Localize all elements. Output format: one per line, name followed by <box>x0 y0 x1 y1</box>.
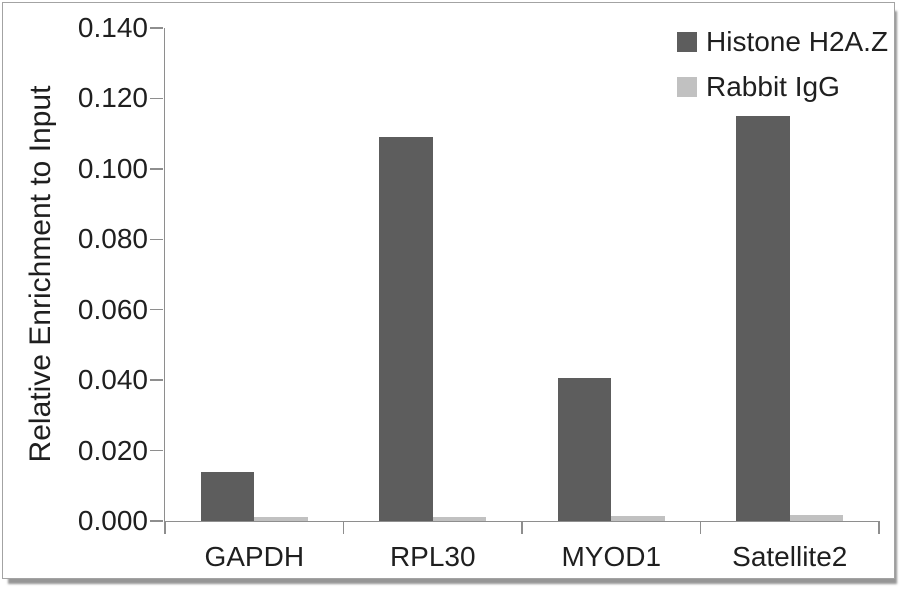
x-axis-label-gapdh: GAPDH <box>204 541 305 572</box>
legend-swatch-histone-h2a-z <box>677 32 697 52</box>
y-tick-mark <box>150 97 163 100</box>
y-tick-label: 0.120 <box>77 82 148 114</box>
y-tick-label: 0.140 <box>77 12 148 43</box>
x-axis-label-satellite2: Satellite2 <box>732 541 848 572</box>
chart-frame: Relative Enrichment to Input 0.000 0.020 0… <box>2 2 895 579</box>
y-tick-mark <box>150 379 163 381</box>
legend-item-histone-h2a-z: Histone H2A.Z <box>677 26 888 58</box>
x-tick-mark <box>699 521 702 534</box>
y-tick-mark <box>150 520 163 522</box>
bar-group-myod1 <box>522 28 701 521</box>
x-axis-label-rpl30: RPL30 <box>389 541 476 572</box>
legend-label-histone-h2a-z: Histone H2A.Z <box>706 26 889 57</box>
y-tick-mark <box>150 168 163 170</box>
x-tick-mark <box>878 521 880 534</box>
bar-rabbit-igg-satellite2 <box>789 515 844 521</box>
legend: Histone H2A.Z Rabbit IgG <box>677 26 888 116</box>
y-axis-title: Relative Enrichment to Input <box>24 85 57 463</box>
legend-label-rabbit-igg: Rabbit IgG <box>706 71 840 102</box>
y-tick-label: 0.040 <box>77 364 148 396</box>
y-tick-label: 0.060 <box>77 293 148 325</box>
x-tick-mark <box>521 521 523 534</box>
bar-group-gapdh <box>165 28 344 521</box>
bar-histone-h2a-z-rpl30 <box>379 137 433 521</box>
legend-item-rabbit-igg: Rabbit IgG <box>677 71 888 103</box>
y-tick-mark <box>150 308 163 311</box>
bar-group-rpl30 <box>344 28 523 521</box>
bar-histone-h2a-z-gapdh <box>200 471 255 521</box>
x-tick-mark <box>164 521 166 534</box>
y-tick-label: 0.000 <box>77 505 148 536</box>
bar-rabbit-igg-rpl30 <box>432 517 487 521</box>
x-axis-label-myod1: MYOD1 <box>561 541 662 572</box>
y-tick-label: 0.020 <box>77 434 148 466</box>
bar-rabbit-igg-gapdh <box>254 517 308 521</box>
y-tick-mark <box>150 27 163 29</box>
plot-area: 0.000 0.020 0.040 0.060 0.080 0.100 0.120 0.140… <box>78 14 880 571</box>
bar-rabbit-igg-myod1 <box>611 516 665 521</box>
x-tick-mark <box>342 521 345 534</box>
bar-group-satellite2 <box>701 28 880 521</box>
y-tick-label: 0.080 <box>77 223 148 255</box>
y-tick-mark <box>150 449 163 452</box>
legend-swatch-rabbit-igg <box>677 77 697 97</box>
y-tick-mark <box>150 238 163 241</box>
bar-histone-h2a-z-myod1 <box>557 378 612 521</box>
bar-histone-h2a-z-satellite2 <box>736 116 790 521</box>
y-tick-label: 0.100 <box>77 152 148 184</box>
